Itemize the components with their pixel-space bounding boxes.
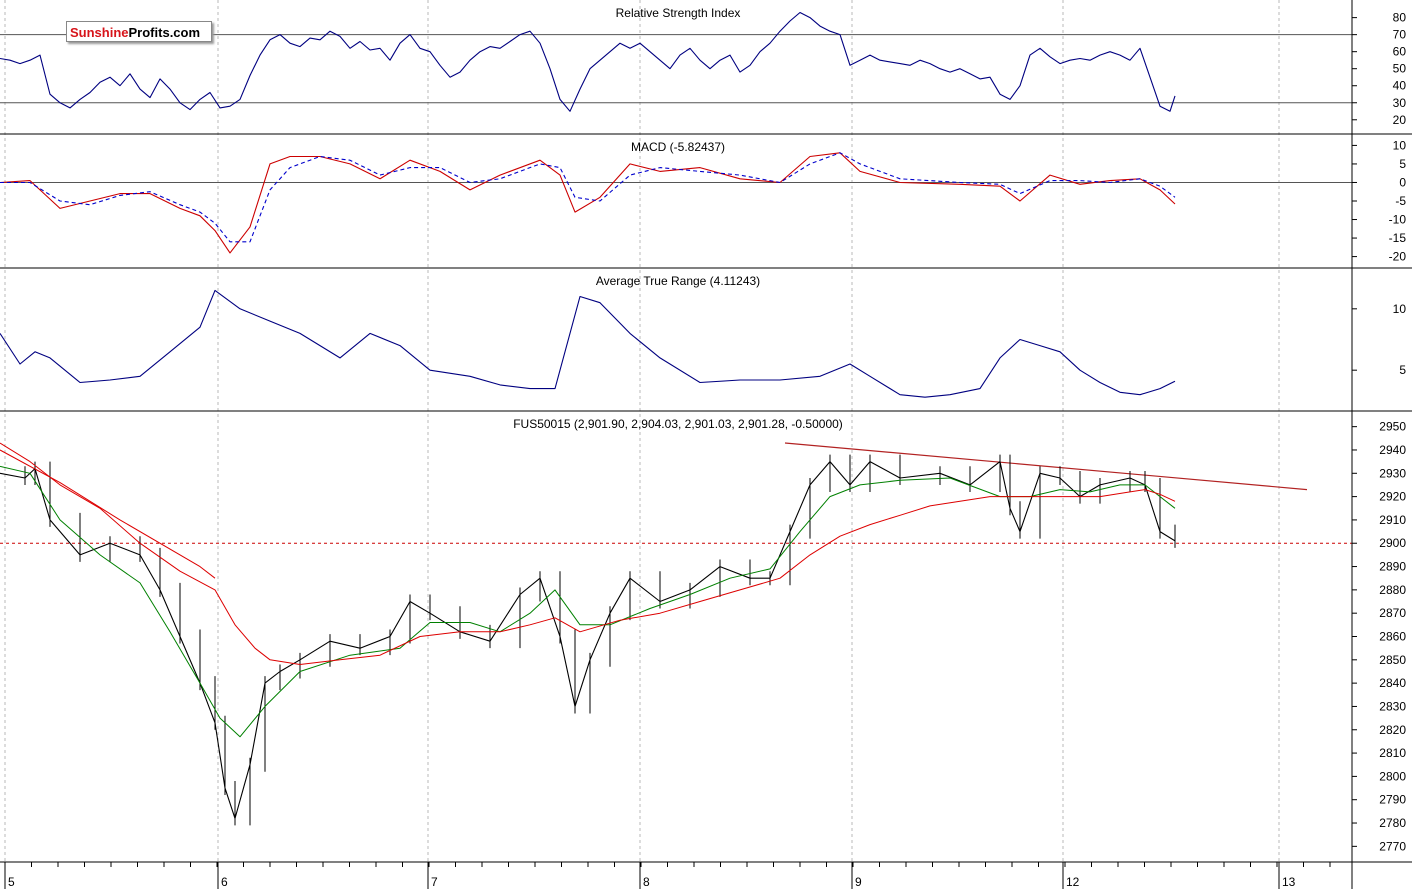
x-tick-label: 9 — [855, 875, 862, 889]
atr-ytick-label: 5 — [1399, 363, 1406, 377]
atr-panel-title: Average True Range (4.11243) — [596, 274, 760, 288]
price-ytick-label: 2950 — [1379, 420, 1406, 434]
signal-line — [0, 152, 1176, 243]
price-ytick-label: 2880 — [1379, 583, 1406, 597]
macd-ytick-label: 5 — [1399, 157, 1406, 171]
logo-sunshine: Sunshine — [70, 25, 129, 40]
series-layer — [0, 11, 1308, 826]
price-ytick-label: 2910 — [1379, 513, 1406, 527]
macd-line — [0, 152, 1176, 254]
price-ytick-label: 2870 — [1379, 606, 1406, 620]
price-line — [0, 461, 1176, 819]
price-ytick-label: 2850 — [1379, 653, 1406, 667]
logo: SunshineProfits.com — [66, 21, 212, 42]
ma-long-early-line — [0, 449, 216, 579]
rsi-ytick-label: 50 — [1393, 62, 1407, 76]
price-ytick-label: 2830 — [1379, 699, 1406, 713]
price-ytick-label: 2860 — [1379, 630, 1406, 644]
rsi-line — [0, 11, 1176, 112]
price-ytick-label: 2800 — [1379, 769, 1406, 783]
rsi-ytick-label: 20 — [1393, 113, 1407, 127]
rsi-ytick-label: 30 — [1393, 96, 1407, 110]
atr-ytick-label: 10 — [1393, 302, 1407, 316]
grid-layer — [4, 0, 1280, 862]
price-ytick-label: 2840 — [1379, 676, 1406, 690]
price-ytick-label: 2930 — [1379, 466, 1406, 480]
price-ytick-label: 2820 — [1379, 723, 1406, 737]
x-tick-label: 12 — [1066, 875, 1080, 889]
price-ytick-label: 2920 — [1379, 490, 1406, 504]
macd-ytick-label: -5 — [1395, 194, 1406, 208]
x-tick-label: 6 — [221, 875, 228, 889]
macd-ytick-label: -10 — [1389, 213, 1407, 227]
price-ytick-label: 2890 — [1379, 560, 1406, 574]
reference-lines-layer — [0, 34, 1352, 544]
price-panel-title: FUS50015 (2,901.90, 2,904.03, 2,901.03, … — [513, 417, 843, 431]
rsi-ytick-label: 70 — [1393, 28, 1407, 42]
macd-ytick-label: 10 — [1393, 138, 1407, 152]
ma-long-line — [0, 442, 1176, 665]
logo-profits: Profits — [128, 25, 170, 40]
price-ytick-label: 2770 — [1379, 839, 1406, 853]
rsi-panel-title: Relative Strength Index — [616, 6, 741, 20]
logo-dotcom: .com — [169, 25, 201, 40]
macd-panel-title: MACD (-5.82437) — [631, 140, 725, 154]
rsi-ytick-label: 40 — [1393, 79, 1407, 93]
price-ytick-label: 2810 — [1379, 746, 1406, 760]
price-ytick-label: 2780 — [1379, 816, 1406, 830]
macd-ytick-label: 0 — [1399, 175, 1406, 189]
x-tick-label: 8 — [643, 875, 650, 889]
macd-ytick-label: -15 — [1389, 231, 1407, 245]
rsi-ytick-label: 60 — [1393, 45, 1407, 59]
macd-ytick-label: -20 — [1389, 250, 1407, 264]
rsi-ytick-label: 80 — [1393, 11, 1407, 25]
atr-line — [0, 289, 1176, 398]
x-tick-label: 13 — [1282, 875, 1296, 889]
x-tick-label: 5 — [8, 875, 15, 889]
price-ytick-label: 2940 — [1379, 443, 1406, 457]
ma-short-line — [0, 465, 1176, 738]
resistance-trendline — [784, 442, 1308, 491]
x-tick-label: 7 — [431, 875, 438, 889]
price-ytick-label: 2790 — [1379, 793, 1406, 807]
price-ytick-label: 2900 — [1379, 536, 1406, 550]
